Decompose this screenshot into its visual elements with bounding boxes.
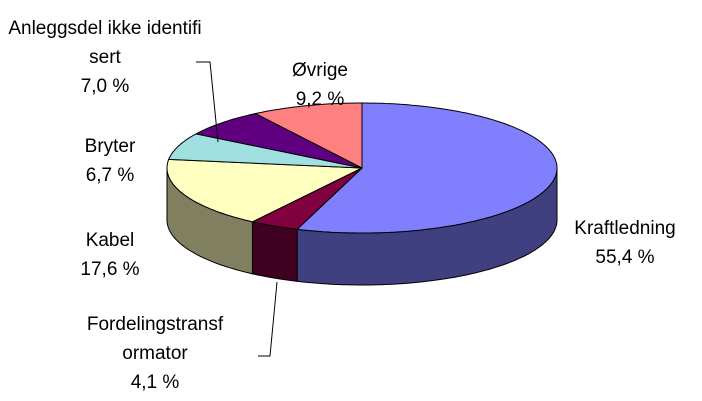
leader-line — [258, 281, 278, 357]
category-name: Fordelingstransformator — [86, 314, 224, 364]
slice — [194, 113, 363, 169]
leader-line — [196, 61, 219, 143]
value-label: 17,6 % — [80, 259, 140, 280]
category-name: Kabel — [85, 230, 135, 251]
slice — [167, 133, 363, 169]
category-name: Bryter — [84, 136, 136, 157]
slice — [166, 158, 363, 223]
slice-label: Kraftledning 55,4 % — [545, 214, 702, 272]
value-label: 7,0 % — [80, 76, 130, 97]
category-name: Øvrige — [292, 60, 348, 81]
value-label: 9,2 % — [295, 89, 345, 110]
slice — [250, 167, 363, 230]
category-name: Anleggsdel ikke identifisert — [8, 18, 202, 68]
category-name: Kraftledning — [574, 218, 676, 239]
slice-label: Øvrige 9,2 % — [260, 56, 380, 114]
slice-side — [251, 221, 298, 282]
value-label: 55,4 % — [595, 247, 655, 268]
value-label: 6,7 % — [85, 165, 135, 186]
slice-label: Anleggsdel ikke identifisert 7,0 % — [8, 14, 203, 101]
value-label: 4,1 % — [130, 372, 180, 393]
slice-label: Bryter 6,7 % — [50, 132, 170, 190]
slice-label: Kabel 17,6 % — [50, 226, 170, 284]
slice-label: Fordelingstransformator 4,1 % — [82, 310, 228, 397]
slice — [254, 102, 363, 169]
